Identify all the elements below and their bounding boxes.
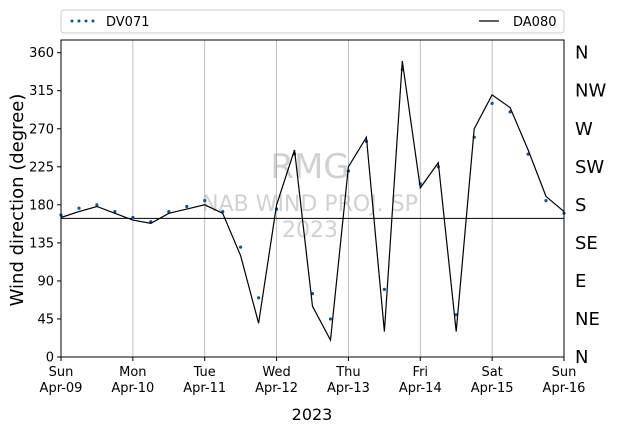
y-tick-label: 90: [37, 274, 54, 289]
compass-labels: N NE E SE S SW W NW N: [575, 43, 606, 368]
data-point: [257, 296, 261, 300]
series-da080-line: [60, 61, 565, 343]
watermark-text: 2023: [282, 218, 338, 243]
x-tick-date: Apr-16: [543, 381, 586, 396]
data-point: [490, 101, 494, 105]
x-tick-day: Wed: [262, 365, 290, 380]
x-tick-day: Fri: [413, 365, 429, 380]
plot-frame: [60, 39, 565, 358]
x-tick-date: Apr-09: [40, 381, 83, 396]
x-tick-day: Tue: [193, 365, 216, 380]
legend-dot: [70, 19, 74, 23]
legend-entry-da080: DA080: [479, 15, 557, 30]
y-tick-label: 135: [29, 236, 54, 251]
y-tick-label: 45: [37, 312, 54, 327]
data-point: [239, 245, 243, 249]
x-tick-day: Sun: [552, 365, 577, 380]
legend-dv071-label: DV071: [106, 15, 150, 30]
compass-label: NW: [575, 81, 606, 102]
data-point: [131, 215, 135, 220]
y-tick-label: 225: [29, 160, 54, 175]
legend-dot: [91, 19, 95, 23]
x-tick-date: Apr-11: [183, 381, 226, 396]
data-point: [328, 317, 333, 321]
y-axis-ticks: 0 45 90 135 180 225 270 315 360: [29, 46, 61, 366]
compass-label: SW: [575, 157, 604, 178]
watermark-text: NAB WIND PROJ. SP: [202, 192, 418, 217]
legend-dot: [77, 19, 81, 23]
x-tick-date: Apr-13: [327, 381, 370, 396]
x-tick-day: Mon: [119, 365, 146, 380]
x-axis-title: 2023: [292, 405, 333, 424]
vertical-grid: [132, 40, 493, 357]
compass-label: NE: [575, 309, 600, 330]
data-point: [382, 287, 386, 291]
compass-label: S: [575, 195, 586, 216]
data-point: [203, 199, 207, 203]
compass-label: N: [575, 347, 588, 368]
x-axis-ticks: SunApr-09MonApr-10TueApr-11WedApr-12ThuA…: [40, 357, 586, 396]
compass-label: E: [575, 271, 586, 292]
x-tick-day: Thu: [335, 365, 360, 380]
compass-label: SE: [575, 233, 598, 254]
data-point: [544, 199, 548, 203]
x-tick-day: Sun: [49, 365, 74, 380]
compass-label: W: [575, 119, 593, 140]
x-tick-day: Sat: [481, 365, 502, 380]
x-tick-date: Apr-10: [111, 381, 154, 396]
data-point: [77, 206, 81, 210]
y-tick-label: 0: [46, 351, 54, 366]
series-dv071-points: [59, 68, 566, 321]
data-point: [508, 110, 512, 114]
legend-da080-label: DA080: [513, 15, 557, 30]
data-point: [95, 203, 99, 207]
x-tick-date: Apr-15: [471, 381, 514, 396]
y-tick-label: 360: [29, 46, 54, 61]
y-tick-label: 180: [29, 198, 54, 213]
data-point: [167, 210, 171, 214]
legend-dv071-marker: [70, 19, 95, 23]
legend-entry-dv071: DV071: [70, 15, 150, 30]
legend-dot: [84, 19, 88, 23]
data-point: [185, 204, 189, 209]
legend-box: [60, 9, 565, 34]
compass-label: N: [575, 43, 588, 64]
y-tick-label: 315: [29, 84, 54, 99]
y-tick-label: 270: [29, 122, 54, 137]
watermark-text: RMG: [270, 147, 349, 187]
x-tick-date: Apr-14: [399, 381, 442, 396]
x-tick-date: Apr-12: [255, 381, 298, 396]
y-axis-title: Wind direction (degree): [7, 94, 28, 307]
data-point: [454, 313, 458, 317]
